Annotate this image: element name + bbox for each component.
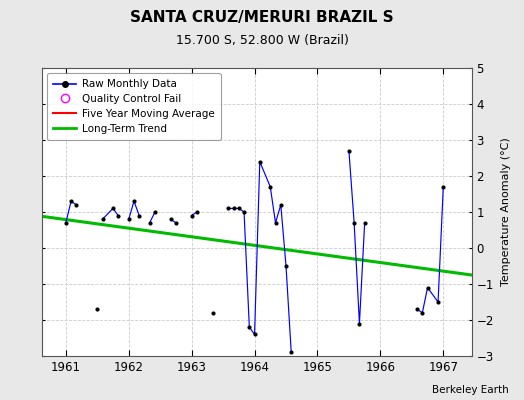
Point — [250, 331, 259, 338]
Point — [209, 310, 217, 316]
Point — [188, 212, 196, 219]
Point — [109, 205, 117, 212]
Point — [114, 212, 123, 219]
Point — [271, 220, 280, 226]
Point — [146, 220, 154, 226]
Point — [439, 184, 447, 190]
Point — [423, 284, 432, 291]
Point — [355, 320, 364, 327]
Point — [224, 205, 233, 212]
Point — [434, 299, 442, 305]
Point — [72, 202, 81, 208]
Point — [125, 216, 133, 222]
Point — [282, 263, 290, 269]
Point — [167, 216, 175, 222]
Point — [93, 306, 102, 312]
Point — [266, 184, 275, 190]
Point — [135, 212, 144, 219]
Point — [418, 310, 427, 316]
Point — [361, 220, 369, 226]
Point — [413, 306, 421, 312]
Point — [62, 220, 70, 226]
Text: Berkeley Earth: Berkeley Earth — [432, 385, 508, 395]
Point — [350, 220, 358, 226]
Point — [172, 220, 180, 226]
Text: 15.700 S, 52.800 W (Brazil): 15.700 S, 52.800 W (Brazil) — [176, 34, 348, 47]
Y-axis label: Temperature Anomaly (°C): Temperature Anomaly (°C) — [501, 138, 511, 286]
Point — [151, 209, 159, 215]
Point — [235, 205, 243, 212]
Point — [245, 324, 254, 330]
Point — [345, 148, 353, 154]
Point — [230, 205, 238, 212]
Point — [277, 202, 285, 208]
Legend: Raw Monthly Data, Quality Control Fail, Five Year Moving Average, Long-Term Tren: Raw Monthly Data, Quality Control Fail, … — [47, 73, 221, 140]
Point — [130, 198, 138, 204]
Point — [240, 209, 248, 215]
Point — [99, 216, 107, 222]
Point — [193, 209, 201, 215]
Text: SANTA CRUZ/MERURI BRAZIL S: SANTA CRUZ/MERURI BRAZIL S — [130, 10, 394, 25]
Point — [256, 158, 264, 165]
Point — [67, 198, 75, 204]
Point — [287, 349, 296, 356]
